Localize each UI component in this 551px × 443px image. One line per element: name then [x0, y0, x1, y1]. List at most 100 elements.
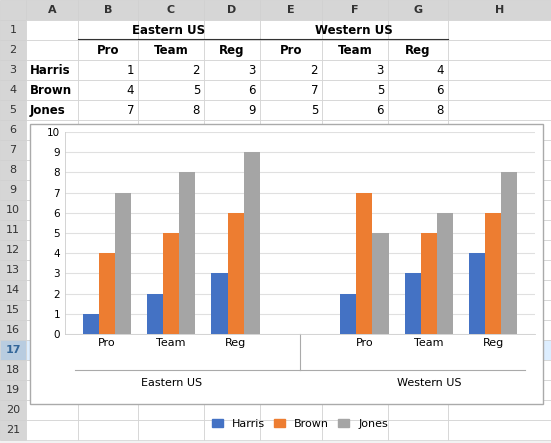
Bar [138, 200, 204, 220]
Bar [78, 280, 138, 300]
Bar [322, 200, 388, 220]
Bar [26, 320, 78, 340]
Bar [322, 20, 388, 40]
Bar [260, 60, 322, 80]
Text: B: B [104, 5, 112, 15]
Bar [322, 0, 388, 20]
Bar [388, 0, 448, 20]
Bar [26, 420, 78, 440]
Bar [228, 213, 244, 334]
Text: 21: 21 [6, 425, 20, 435]
Bar [138, 340, 204, 360]
Text: 4: 4 [436, 63, 444, 77]
Text: 3: 3 [377, 63, 384, 77]
Bar [388, 260, 448, 280]
Bar [204, 280, 260, 300]
Text: 7: 7 [9, 145, 17, 155]
Bar [260, 180, 322, 200]
Bar [388, 40, 448, 60]
Text: 6: 6 [436, 83, 444, 97]
Bar [260, 100, 322, 120]
Bar [26, 40, 78, 60]
Bar [78, 380, 138, 400]
Bar [322, 420, 388, 440]
Bar [448, 20, 551, 40]
Bar [322, 220, 388, 240]
Bar [138, 180, 204, 200]
Bar [204, 180, 260, 200]
Bar [138, 220, 204, 240]
Bar [78, 40, 138, 60]
Bar [204, 400, 260, 420]
Bar [0, 240, 26, 260]
Bar [322, 100, 388, 120]
Bar [78, 100, 138, 120]
Bar [204, 80, 260, 100]
Bar [404, 273, 421, 334]
Bar [138, 300, 204, 320]
Text: 9: 9 [9, 185, 17, 195]
Bar [0, 160, 26, 180]
Text: H: H [495, 5, 504, 15]
Text: 7: 7 [127, 104, 134, 117]
Bar [26, 300, 78, 320]
Bar [115, 193, 131, 334]
Bar [0, 360, 26, 380]
Text: 8: 8 [9, 165, 17, 175]
Bar [78, 200, 138, 220]
Bar [388, 280, 448, 300]
Bar [204, 20, 260, 40]
Text: E: E [287, 5, 295, 15]
Text: Western US: Western US [397, 378, 461, 389]
Bar [138, 420, 204, 440]
Bar [0, 40, 26, 60]
Bar [78, 180, 138, 200]
Bar [322, 320, 388, 340]
Bar [485, 213, 501, 334]
Bar [204, 200, 260, 220]
Bar [260, 260, 322, 280]
Text: Eastern US: Eastern US [141, 378, 202, 389]
Bar [322, 180, 388, 200]
Bar [26, 380, 78, 400]
Bar [0, 120, 26, 140]
Bar [448, 280, 551, 300]
Bar [448, 240, 551, 260]
Bar [78, 0, 138, 20]
Bar [138, 240, 204, 260]
Text: 5: 5 [311, 104, 318, 117]
Bar [388, 180, 448, 200]
Bar [138, 160, 204, 180]
Bar [26, 160, 78, 180]
Bar [260, 0, 322, 20]
Text: 4: 4 [127, 83, 134, 97]
Bar [78, 400, 138, 420]
Bar [0, 260, 26, 280]
Bar [138, 80, 204, 100]
Bar [138, 380, 204, 400]
Bar [138, 60, 204, 80]
Text: Harris: Harris [30, 63, 71, 77]
Bar [26, 260, 78, 280]
Bar [388, 100, 448, 120]
Bar [78, 260, 138, 280]
Bar [204, 320, 260, 340]
Text: Reg: Reg [219, 43, 245, 57]
Bar [204, 300, 260, 320]
Bar [26, 280, 78, 300]
Bar [26, 20, 78, 40]
Text: 15: 15 [6, 305, 20, 315]
Bar [138, 140, 204, 160]
Bar [448, 220, 551, 240]
Bar [260, 160, 322, 180]
Text: 20: 20 [6, 405, 20, 415]
Text: 2: 2 [311, 63, 318, 77]
Bar [0, 140, 26, 160]
Legend: Harris, Brown, Jones: Harris, Brown, Jones [208, 415, 392, 434]
Bar [179, 172, 196, 334]
Bar [78, 300, 138, 320]
Text: A: A [48, 5, 56, 15]
Text: Eastern US: Eastern US [132, 23, 206, 36]
Bar [147, 294, 163, 334]
Bar [322, 360, 388, 380]
